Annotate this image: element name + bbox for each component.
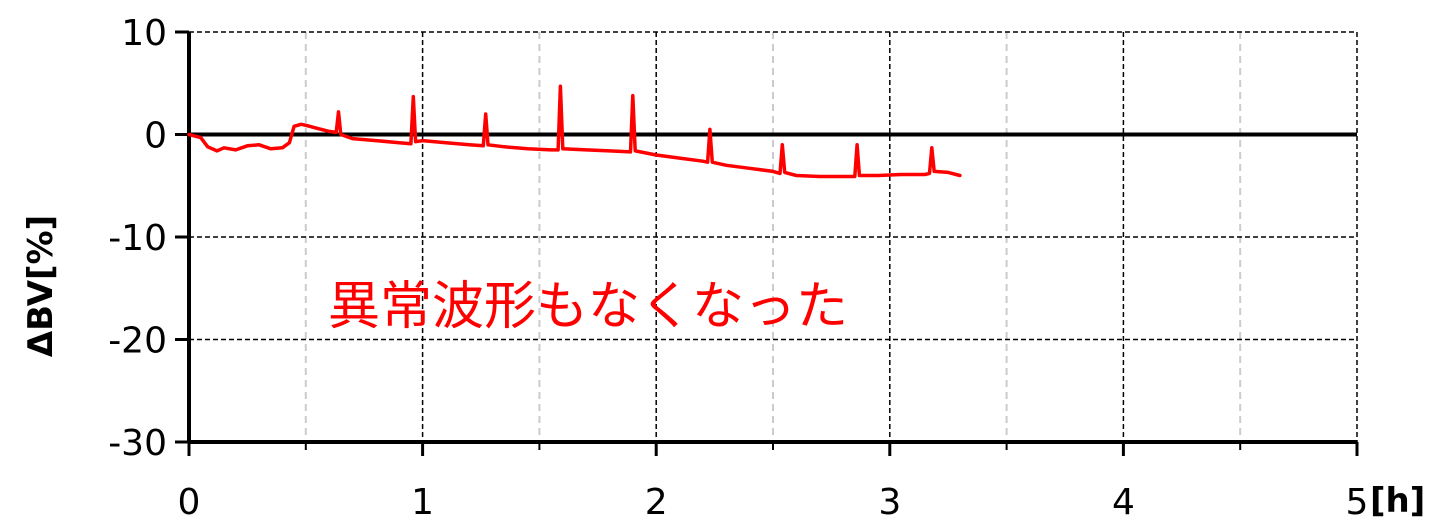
y-tick-label: -30 [108, 423, 167, 464]
x-tick-label: 3 [878, 482, 901, 522]
x-tick-label: 2 [645, 482, 668, 522]
x-tick-label: 4 [1112, 482, 1135, 522]
y-tick-label: 0 [144, 116, 167, 157]
y-tick-label: -10 [108, 218, 167, 259]
x-tick-label: 5 [1346, 482, 1369, 522]
y-tick-label: -20 [108, 321, 167, 362]
axes [175, 30, 1359, 456]
y-tick-label: 10 [121, 13, 167, 54]
x-tick-label: 0 [178, 482, 201, 522]
series-line [187, 84, 962, 179]
y-axis-title: ΔBV[%] [21, 215, 61, 357]
tick-labels: 10 0 -10 -20 -30 0 1 2 3 4 5 [108, 13, 1368, 522]
grid [189, 31, 1358, 442]
x-tick-label: 1 [411, 482, 434, 522]
annotation-text: 異常波形もなくなった [328, 277, 848, 337]
x-axis-title: [h] [1370, 481, 1425, 521]
series-group [187, 84, 962, 179]
